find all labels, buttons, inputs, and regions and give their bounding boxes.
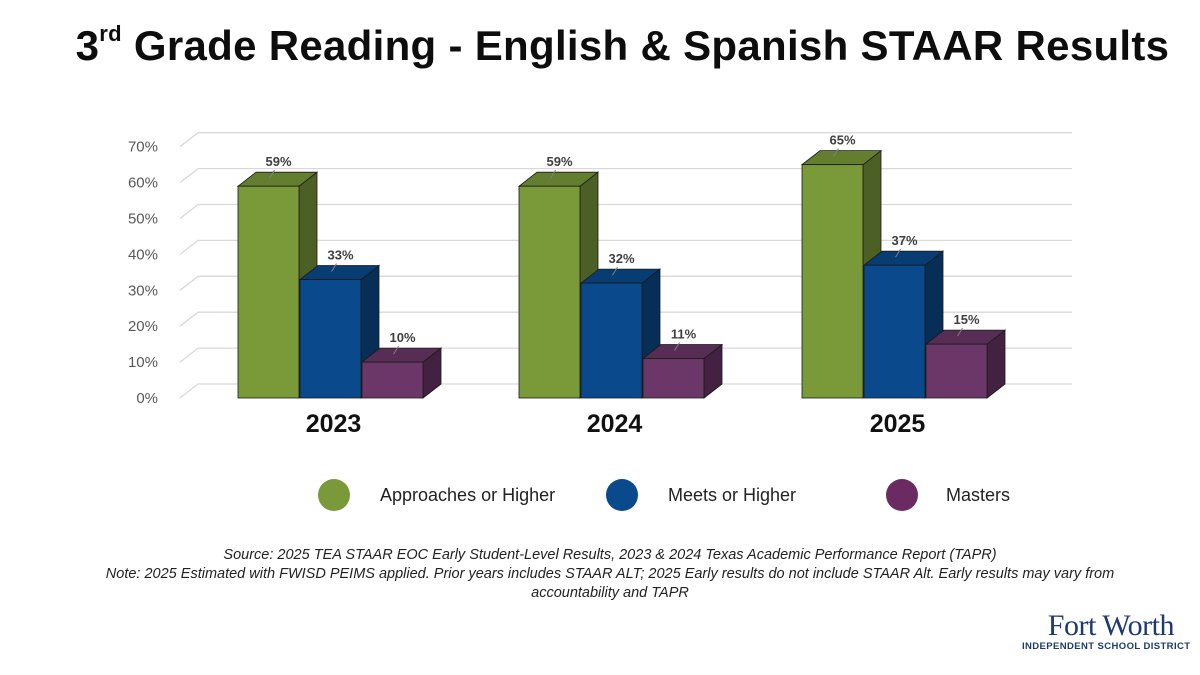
y-tick-label: 0% <box>136 390 158 407</box>
category-label-2025: 2025 <box>870 410 926 438</box>
bar-layer <box>236 149 1007 399</box>
gridline-30 <box>179 275 1072 291</box>
leader-line <box>957 327 963 337</box>
y-tick-label: 50% <box>128 211 158 228</box>
source-line: Source: 2025 TEA STAAR EOC Early Student… <box>223 547 997 563</box>
source-notes: Source: 2025 TEA STAAR EOC Early Student… <box>100 546 1120 603</box>
gridline-60 <box>179 167 1072 184</box>
data-label-approaches-or-higher-2024: 59% <box>546 154 572 169</box>
logo-wordmark: Fort Worth <box>1047 609 1175 642</box>
data-label-masters-2024: 11% <box>671 327 697 342</box>
y-tick-label: 10% <box>128 354 158 371</box>
leader-line <box>612 266 618 276</box>
data-label-approaches-or-higher-2023: 59% <box>265 154 291 169</box>
grid-layer <box>179 132 1072 399</box>
bar-chart: 0% 10% 20% 30% 40% 50% 60% 70% 59% 33% 10% 59% 32% 1… <box>128 132 1072 438</box>
legend-label-meets: Meets or Higher <box>668 484 797 505</box>
y-tick-labels: 0% 10% 20% 30% 40% 50% 60% 70% <box>128 139 158 407</box>
legend-item-masters: Masters <box>886 475 1010 515</box>
legend-label-approaches: Approaches or Higher <box>380 484 556 505</box>
legend-item-approaches: Approaches or Higher <box>318 475 555 515</box>
gridline-10 <box>179 347 1072 363</box>
data-label-meets-or-higher-2025: 37% <box>891 233 917 248</box>
data-label-masters-2023: 10% <box>389 330 415 345</box>
data-label-masters-2025: 15% <box>953 312 979 327</box>
legend-swatch-meets <box>606 479 638 511</box>
gridline-70 <box>179 132 1072 148</box>
leader-line <box>833 148 839 157</box>
legend: Approaches or Higher Meets or Higher Mas… <box>0 475 1200 515</box>
legend-swatch-masters <box>886 479 918 511</box>
title-prefix: 3 <box>75 22 100 69</box>
leader-line <box>674 342 680 351</box>
title-rest: Grade Reading - English & Spanish STAAR … <box>121 22 1170 69</box>
chart-title: 3rd Grade Reading - English & Spanish ST… <box>0 21 1200 70</box>
note-line: Note: 2025 Estimated with FWISD PEIMS ap… <box>105 566 1115 601</box>
gridline-40 <box>179 239 1072 255</box>
category-label-2024: 2024 <box>587 410 643 438</box>
gridline-0 <box>179 383 1072 399</box>
bar-approaches-or-higher-2023 <box>236 171 319 399</box>
y-tick-label: 70% <box>128 139 158 156</box>
leader-line <box>269 169 275 179</box>
bar-meets-or-higher-2023 <box>298 264 381 399</box>
y-tick-label: 20% <box>128 318 158 335</box>
fort-worth-isd-logo: Fort Worth INDEPENDENT SCHOOL DISTRICT <box>1022 609 1191 653</box>
category-label-2023: 2023 <box>306 410 362 438</box>
bar-masters-2024 <box>641 343 724 399</box>
leader-line <box>331 263 337 272</box>
leader-line <box>895 248 901 258</box>
leader-line <box>550 169 556 179</box>
legend-swatch-approaches <box>318 479 350 511</box>
data-label-approaches-or-higher-2025: 65% <box>829 133 855 148</box>
data-label-meets-or-higher-2023: 33% <box>327 248 353 263</box>
y-tick-label: 60% <box>128 175 158 192</box>
y-tick-label: 40% <box>128 246 158 263</box>
gridline-20 <box>179 311 1072 327</box>
data-label-layer: 59% 33% 10% 59% 32% 11% 65% 37% 15% <box>265 133 980 355</box>
legend-item-meets: Meets or Higher <box>606 475 796 515</box>
leader-line <box>393 345 399 355</box>
bar-masters-2025 <box>924 329 1007 399</box>
logo-subtitle: INDEPENDENT SCHOOL DISTRICT <box>1022 641 1191 652</box>
legend-label-masters: Masters <box>946 484 1011 505</box>
title-superscript: rd <box>99 21 122 46</box>
y-tick-label: 30% <box>128 282 158 299</box>
gridline-50 <box>179 203 1072 220</box>
category-labels: 2023 2024 2025 <box>306 410 926 438</box>
bar-masters-2023 <box>360 347 443 399</box>
data-label-meets-or-higher-2024: 32% <box>608 251 634 266</box>
